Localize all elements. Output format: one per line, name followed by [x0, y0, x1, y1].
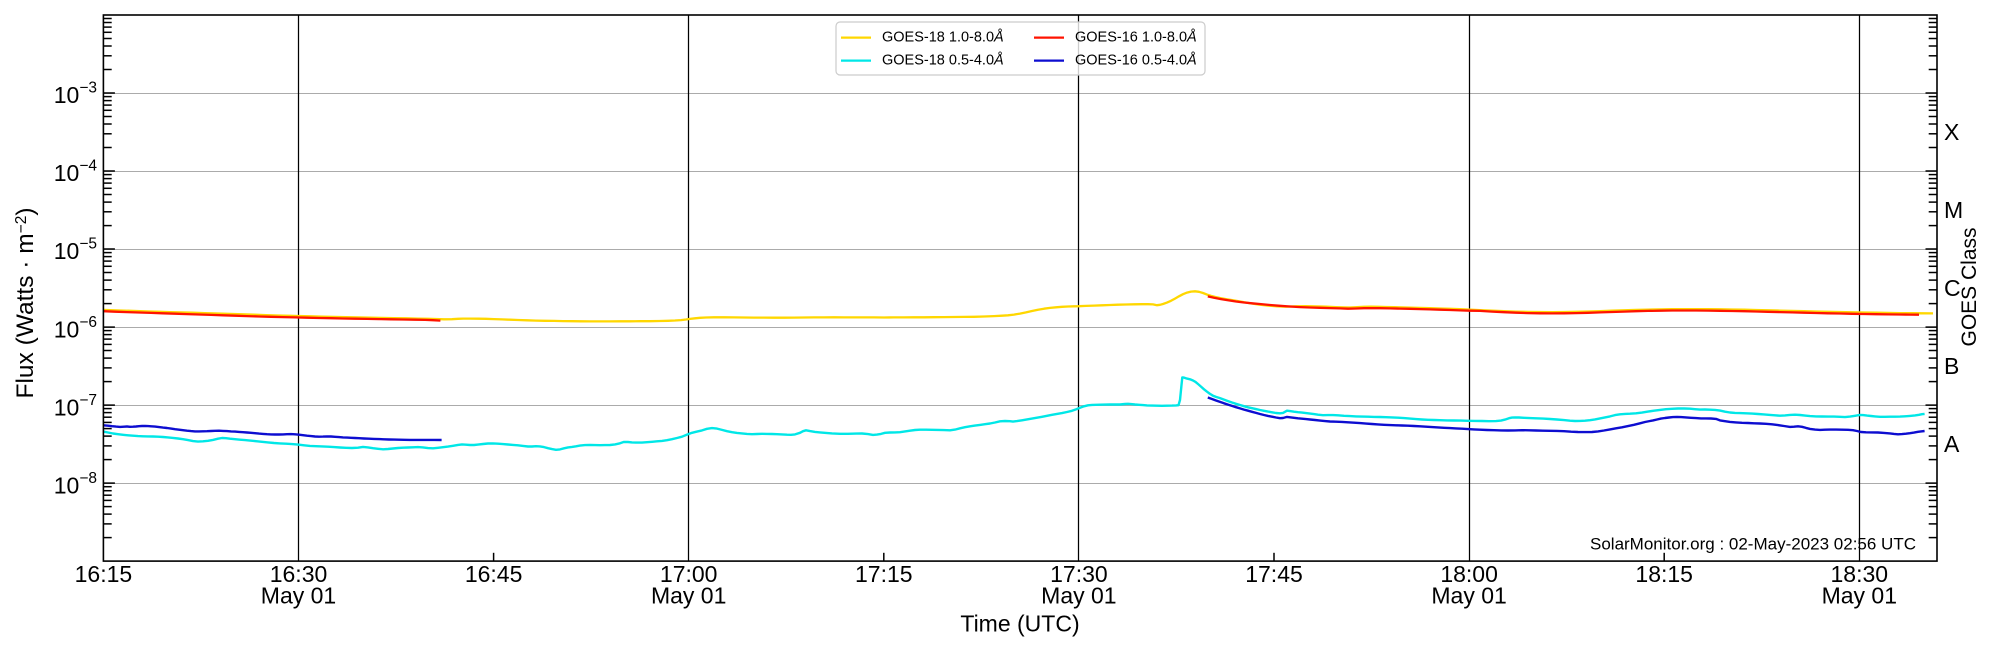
svg-text:GOES-16 1.0-8.0Å: GOES-16 1.0-8.0Å — [1075, 29, 1197, 46]
svg-text:X: X — [1944, 119, 1959, 145]
svg-text:10−5: 10−5 — [54, 236, 97, 265]
svg-text:10−4: 10−4 — [54, 158, 98, 187]
svg-text:May 01: May 01 — [1822, 582, 1897, 608]
svg-text:10−6: 10−6 — [54, 314, 97, 343]
svg-text:May 01: May 01 — [1431, 582, 1506, 608]
svg-text:16:45: 16:45 — [465, 561, 523, 587]
svg-text:May 01: May 01 — [261, 582, 336, 608]
svg-text:10−7: 10−7 — [54, 392, 97, 421]
svg-text:10−3: 10−3 — [54, 80, 97, 109]
svg-text:C: C — [1944, 275, 1961, 301]
svg-text:M: M — [1944, 197, 1963, 223]
svg-text:GOES-18 0.5-4.0Å: GOES-18 0.5-4.0Å — [882, 52, 1004, 69]
svg-text:18:30: 18:30 — [1831, 561, 1889, 587]
svg-text:18:15: 18:15 — [1635, 561, 1693, 587]
svg-text:17:45: 17:45 — [1245, 561, 1303, 587]
svg-text:10−8: 10−8 — [54, 470, 97, 499]
svg-text:Time (UTC): Time (UTC) — [960, 610, 1079, 636]
svg-text:May 01: May 01 — [651, 582, 726, 608]
svg-text:GOES Class: GOES Class — [1958, 227, 1981, 346]
svg-text:May 01: May 01 — [1041, 582, 1116, 608]
svg-text:18:00: 18:00 — [1440, 561, 1498, 587]
svg-text:16:30: 16:30 — [270, 561, 328, 587]
svg-text:17:30: 17:30 — [1050, 561, 1108, 587]
svg-text:A: A — [1944, 431, 1960, 457]
svg-text:SolarMonitor.org : 02-May-2023: SolarMonitor.org : 02-May-2023 02:56 UTC — [1590, 534, 1916, 553]
svg-text:B: B — [1944, 353, 1959, 379]
svg-text:Flux (Watts · m−2): Flux (Watts · m−2) — [12, 208, 39, 399]
svg-text:16:15: 16:15 — [75, 561, 133, 587]
svg-text:GOES-16 0.5-4.0Å: GOES-16 0.5-4.0Å — [1075, 52, 1197, 69]
svg-text:GOES-18 1.0-8.0Å: GOES-18 1.0-8.0Å — [882, 29, 1004, 46]
svg-text:17:00: 17:00 — [660, 561, 718, 587]
svg-text:17:15: 17:15 — [855, 561, 913, 587]
